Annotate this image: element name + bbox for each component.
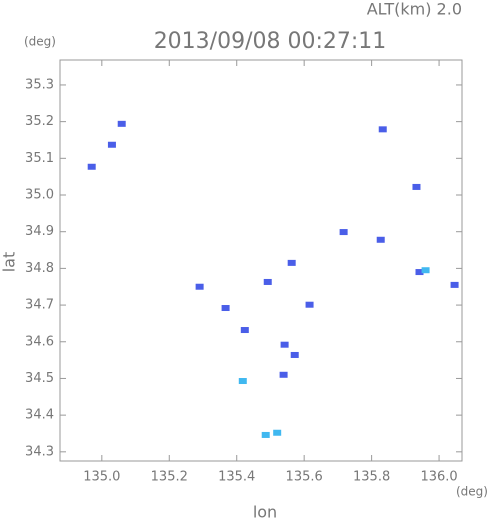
x-tick-label: 135.2 — [151, 470, 188, 485]
echo-point — [238, 378, 247, 385]
x-tick-label: 136.0 — [420, 470, 457, 485]
echo-point — [450, 281, 459, 288]
echo-point — [376, 236, 385, 243]
x-unit: (deg) — [456, 485, 488, 499]
echo-point — [305, 301, 314, 308]
x-tick-label: 135.0 — [83, 470, 120, 485]
echo-point — [339, 229, 348, 236]
y-tick-label: 34.7 — [25, 298, 54, 313]
echo-point — [378, 126, 387, 133]
y-tick-label: 34.5 — [25, 371, 54, 386]
echo-point — [287, 259, 296, 266]
y-tick-label: 35.1 — [25, 151, 54, 166]
echo-point — [107, 141, 116, 148]
y-tick-label: 35.3 — [25, 77, 54, 92]
x-tick-label: 135.8 — [353, 470, 390, 485]
y-axis-label: lat — [0, 252, 19, 273]
echo-point — [412, 183, 421, 190]
echo-point — [415, 269, 424, 276]
echo-point — [280, 341, 289, 348]
plot-frame — [59, 59, 463, 462]
y-unit: (deg) — [24, 35, 56, 49]
x-tick-label: 135.4 — [218, 470, 255, 485]
chart-subtitle: ALT(km) 2.0 — [367, 0, 462, 19]
echo-point — [240, 327, 249, 334]
echo-point — [221, 305, 230, 312]
echo-point — [261, 431, 270, 438]
y-tick-label: 35.2 — [25, 114, 54, 129]
y-tick-label: 35.0 — [25, 188, 54, 203]
echo-point — [279, 371, 288, 378]
y-tick-label: 34.9 — [25, 224, 54, 239]
echo-point — [117, 120, 126, 127]
x-axis-label: lon — [253, 503, 277, 521]
echo-point — [87, 163, 96, 170]
y-tick-label: 34.6 — [25, 334, 54, 349]
echo-point — [421, 267, 430, 274]
y-tick-label: 34.3 — [25, 444, 54, 459]
echo-point — [195, 283, 204, 290]
y-tick-label: 34.4 — [25, 408, 54, 423]
x-tick-label: 135.6 — [286, 470, 323, 485]
chart-title: 2013/09/08 00:27:11 — [154, 29, 387, 54]
echo-point — [263, 278, 272, 285]
echo-point — [290, 351, 299, 358]
echo-point — [273, 429, 282, 436]
y-tick-label: 34.8 — [25, 261, 54, 276]
